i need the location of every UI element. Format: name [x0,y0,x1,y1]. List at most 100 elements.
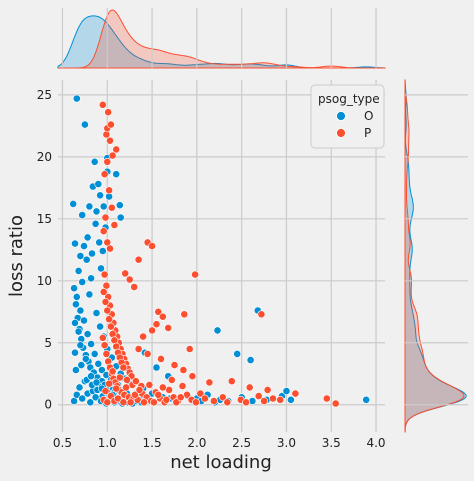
point-p [108,151,117,160]
point-o [71,318,79,327]
point-p [106,136,114,145]
x-tick-label: 3.0 [277,436,296,450]
point-p [126,398,135,407]
point-p [158,312,167,321]
x-tick-label: 2.0 [187,436,206,450]
point-p [154,307,163,316]
point-o [95,238,104,247]
point-o [87,274,95,283]
point-p [148,242,156,250]
point-o [72,300,80,309]
point-o [76,306,85,315]
point-p [98,100,107,109]
point-p [331,399,340,408]
x-tick-label: 1.0 [98,436,117,450]
point-o [246,356,255,364]
point-p [164,323,173,332]
point-p [172,398,181,407]
point-o [78,278,87,286]
point-p [139,332,147,341]
point-o [92,309,101,317]
point-o [87,340,95,348]
point-p [178,382,187,390]
point-o [69,199,78,208]
point-o [72,94,81,103]
point-p [108,367,117,376]
y-tick-label: 5 [44,336,52,350]
point-o [98,366,106,374]
point-p [157,354,165,363]
point-o [72,292,81,301]
point-o [90,349,99,358]
point-p [218,393,227,402]
point-p [105,315,113,324]
point-o [92,378,101,387]
point-p [125,275,134,284]
point-p [257,310,266,319]
point-p [154,390,163,399]
point-o [80,242,88,250]
point-o [213,326,222,335]
x-tick-label: 4.0 [366,436,385,450]
point-o [85,202,94,211]
legend-box [310,84,385,149]
point-p [100,270,109,279]
point-p [104,108,113,117]
point-o [282,387,291,395]
point-o [94,359,103,368]
point-o [85,290,94,299]
point-p [110,221,119,229]
point-p [134,255,143,264]
point-p [196,389,205,398]
point-p [242,398,250,407]
point-p [122,383,130,392]
point-p [99,227,108,236]
point-p [102,349,111,358]
legend-marker-p [336,128,346,138]
point-p [227,377,236,386]
point-p [170,361,179,369]
y-tick-label: 15 [37,212,52,226]
point-o [94,180,103,188]
point-o [98,247,107,255]
x-tick-label: 1.5 [143,436,162,450]
point-p [188,372,197,381]
point-p [192,398,200,407]
point-o [86,398,95,407]
point-o [362,395,371,404]
y-axis-label: loss ratio [6,215,27,297]
point-o [92,207,101,216]
point-o [72,390,81,399]
point-p [263,385,272,394]
point-p [179,366,188,374]
point-p [99,287,108,296]
point-p [176,393,185,402]
point-p [223,398,232,407]
point-p [131,390,139,399]
point-p [130,283,139,291]
point-o [70,284,78,293]
point-p [269,394,277,403]
point-p [260,397,268,405]
point-p [107,120,115,129]
point-p [103,157,112,166]
point-p [152,320,161,329]
point-p [291,389,300,398]
point-o [77,361,86,369]
point-o [74,327,83,336]
point-p [131,377,140,386]
point-o [88,249,96,258]
point-p [135,385,144,394]
point-o [83,330,92,338]
point-p [185,345,194,353]
point-o [83,233,92,242]
point-o [72,366,80,374]
point-p [105,379,113,388]
point-p [191,270,199,279]
legend-label-p: P [364,126,371,140]
marginal-y-p [404,80,465,433]
point-p [167,375,176,384]
point-o [97,264,105,273]
x-tick-label: 2.5 [232,436,251,450]
